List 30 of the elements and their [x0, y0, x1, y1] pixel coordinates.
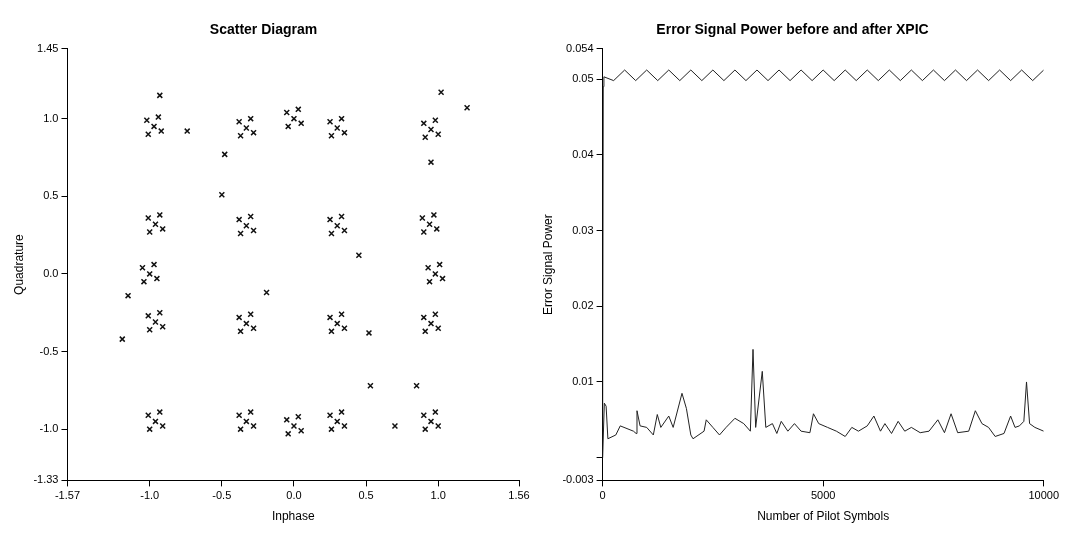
y-axis-title: Quadrature	[11, 233, 26, 295]
x-tick-label: 5000	[810, 489, 836, 502]
y-tick-label: 0.05	[572, 72, 594, 85]
y-tick-label: -1.0	[39, 422, 59, 435]
x-axis-title: Number of Pilot Symbols	[757, 509, 890, 524]
y-tick-label: 0.5	[43, 189, 59, 202]
y-tick-label: 0.02	[572, 299, 594, 312]
y-tick-label: -0.003	[562, 473, 594, 486]
y-tick-label: 0.03	[572, 223, 594, 236]
y-tick-label: 1.45	[37, 41, 59, 54]
y-tick-label: 1.0	[43, 111, 59, 124]
y-tick-label: 0.01	[572, 375, 594, 387]
x-tick-label: 0.0	[286, 489, 302, 502]
x-axis-title: Inphase	[271, 509, 315, 524]
y-tick-label: 0.04	[572, 147, 594, 160]
y-tick-label: -0.5	[39, 344, 59, 357]
x-tick-label: -1.0	[140, 489, 160, 502]
y-tick-label: -1.33	[33, 473, 59, 486]
x-tick-label: 0	[599, 489, 606, 502]
chart-title: Error Signal Power before and after XPIC	[656, 21, 929, 38]
y-tick-label: 0.0	[43, 266, 59, 279]
x-tick-label: 0.5	[358, 489, 374, 502]
x-tick-label: -0.5	[212, 489, 232, 502]
x-tick-label: 1.56	[508, 489, 530, 502]
chart-title: Scatter Diagram	[209, 21, 318, 38]
x-tick-label: -1.57	[54, 489, 81, 502]
x-tick-label: 1.0	[430, 489, 446, 502]
x-tick-label: 10000	[1028, 489, 1059, 502]
y-tick-label: 0.054	[566, 41, 594, 54]
y-axis-title: Error Signal Power	[540, 214, 555, 315]
